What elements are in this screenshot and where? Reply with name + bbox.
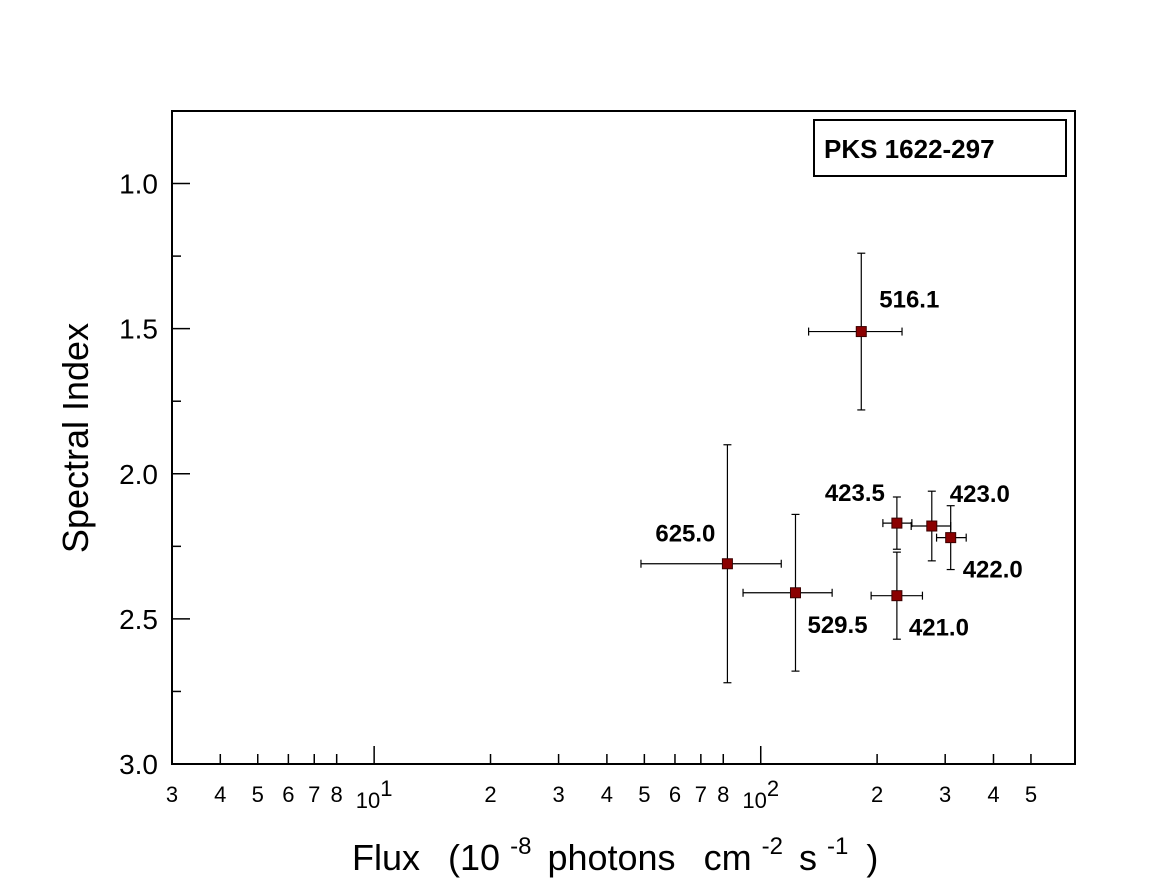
point-label-6: 421.0	[909, 615, 969, 642]
point-0: 516.1	[808, 252, 939, 411]
legend: PKS 1622-297	[813, 119, 1067, 177]
y-axis-title: Spectral Index	[55, 323, 96, 553]
x-axis-title-close: )	[866, 837, 878, 878]
point-2: 529.5	[742, 513, 868, 672]
point-label-3: 423.5	[825, 480, 885, 507]
point-marker	[789, 587, 801, 599]
x-tick-label-14: 102	[742, 776, 779, 813]
point-3: 423.5	[825, 480, 913, 550]
x-tick-label-0: 3	[166, 782, 178, 807]
data-points: 516.1 625.0 529.5 423.5 423.0 422.0 421.0	[640, 252, 1023, 684]
x-axis-title-main: Flux	[352, 837, 420, 878]
point-1: 625.0	[640, 444, 782, 684]
point-marker	[891, 517, 903, 529]
point-marker	[926, 520, 938, 532]
x-tick-label-10: 5	[638, 782, 650, 807]
x-axis-title-cm: cm	[704, 837, 752, 878]
x-tick-label-5: 8	[331, 782, 343, 807]
plot-frame	[171, 110, 1076, 765]
y-tick-label-4: 3.0	[119, 749, 158, 780]
x-tick-label-9: 4	[601, 782, 613, 807]
x-axis-ticks: 3 4 5 6 7 8 101 2 3 4 5 6 7 8 102 2 3 4 5	[166, 746, 1037, 813]
x-tick-label-17: 4	[987, 782, 999, 807]
x-tick-label-12: 7	[695, 782, 707, 807]
point-label-2: 529.5	[807, 612, 867, 639]
y-tick-label-0: 1.0	[119, 169, 158, 200]
point-label-0: 516.1	[879, 287, 939, 314]
point-5: 422.0	[935, 505, 1023, 584]
x-tick-label-2: 5	[252, 782, 264, 807]
point-label-1: 625.0	[655, 521, 715, 548]
point-marker	[855, 326, 867, 338]
point-marker	[891, 590, 903, 602]
x-tick-label-13: 8	[717, 782, 729, 807]
y-tick-label-1: 1.5	[119, 314, 158, 345]
x-axis-title-photons: photons	[547, 837, 675, 878]
x-tick-label-1: 4	[214, 782, 226, 807]
legend-title: PKS 1622-297	[824, 134, 995, 164]
x-tick-label-11: 6	[669, 782, 681, 807]
x-tick-label-8: 3	[552, 782, 564, 807]
y-axis-ticks: 1.0 1.5 2.0 2.5 3.0	[119, 110, 190, 780]
x-axis-title-open: (10	[448, 837, 500, 878]
point-marker	[945, 532, 957, 544]
y-tick-label-3: 2.5	[119, 604, 158, 635]
x-tick-label-4: 7	[308, 782, 320, 807]
x-tick-label-6: 101	[356, 776, 393, 813]
x-axis-title-s: s	[799, 837, 817, 878]
y-tick-label-2: 2.0	[119, 459, 158, 490]
point-label-4: 423.0	[950, 481, 1010, 508]
point-6: 421.0	[870, 551, 969, 642]
point-4: 423.0	[910, 481, 1010, 562]
x-tick-label-7: 2	[484, 782, 496, 807]
legend-box	[813, 119, 1067, 177]
point-marker	[721, 558, 733, 570]
x-axis-title-exp1: -8	[510, 833, 531, 860]
x-axis-title-exp2: -2	[762, 833, 783, 860]
x-tick-label-18: 5	[1025, 782, 1037, 807]
x-axis-title: Flux (10 -8 photons cm -2 s -1 )	[352, 821, 878, 878]
x-tick-label-16: 3	[939, 782, 951, 807]
x-tick-label-3: 6	[282, 782, 294, 807]
x-axis-title-exp3: -1	[827, 833, 848, 860]
point-label-5: 422.0	[963, 557, 1023, 584]
x-tick-label-15: 2	[871, 782, 883, 807]
